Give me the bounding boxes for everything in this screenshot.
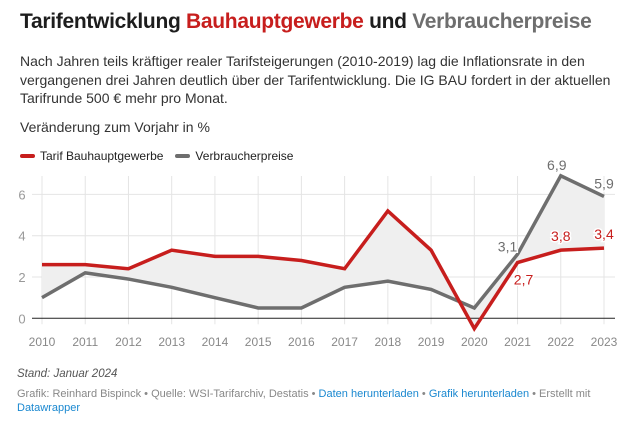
value-label: 3,1 <box>498 238 518 254</box>
chart-subtitle: Veränderung zum Vorjahr in % <box>20 119 210 135</box>
value-label: 5,9 <box>594 175 614 191</box>
x-tick-label: 2020 <box>461 335 488 349</box>
legend-swatch <box>20 154 35 158</box>
x-tick-label: 2010 <box>29 335 56 349</box>
credit-text: Grafik: Reinhard Bispinck • Quelle: WSI-… <box>17 388 319 400</box>
legend-label: Tarif Bauhauptgewerbe <box>40 149 164 163</box>
title-highlight-vpi: Verbraucherpreise <box>412 10 592 33</box>
series-line-tarif <box>42 208 605 333</box>
value-label: 3,4 <box>594 226 614 242</box>
legend: Tarif Bauhauptgewerbe Verbraucherpreise <box>20 149 293 163</box>
value-label: 3,8 <box>551 228 571 244</box>
x-tick-label: 2015 <box>245 335 272 349</box>
legend-item-vpi: Verbraucherpreise <box>175 149 293 163</box>
value-label: 6,9 <box>547 157 567 173</box>
x-tick-label: 2011 <box>72 335 98 349</box>
title-part: Tarifentwicklung <box>20 10 187 33</box>
title-part: und <box>363 10 413 33</box>
x-tick-label: 2022 <box>547 335 574 349</box>
x-tick-label: 2021 <box>504 335 531 349</box>
x-tick-label: 2019 <box>418 335 445 349</box>
x-tick-label: 2017 <box>331 335 358 349</box>
x-tick-label: 2018 <box>374 335 401 349</box>
value-label: 2,7 <box>514 272 534 288</box>
datawrapper-link[interactable]: Datawrapper <box>17 402 80 414</box>
download-graphic-link[interactable]: Grafik herunterladen <box>428 388 530 400</box>
line-chart: 0 2 4 6 2010 2011 2012 2013 2014 2015 2016 2017 2018… <box>18 155 618 349</box>
made-with-text: • Erstellt mit <box>529 388 591 400</box>
y-tick-label: 6 <box>18 187 25 202</box>
x-tick-label: 2012 <box>115 335 142 349</box>
title-highlight-tarif: Bauhauptgewerbe <box>186 10 364 33</box>
legend-swatch <box>175 154 191 158</box>
separator: • <box>418 388 429 400</box>
y-tick-label: 4 <box>18 229 25 244</box>
legend-item-tarif: Tarif Bauhauptgewerbe <box>20 149 163 163</box>
credits: Grafik: Reinhard Bispinck • Quelle: WSI-… <box>17 387 617 415</box>
legend-label: Verbraucherpreise <box>195 149 294 163</box>
x-tick-label: 2016 <box>288 335 315 349</box>
x-tick-label: 2023 <box>591 335 618 349</box>
stand-note: Stand: Januar 2024 <box>17 368 118 380</box>
chart-title: Tarifentwicklung Bauhauptgewerbe und Ver… <box>20 10 592 34</box>
x-tick-label: 2013 <box>158 335 185 349</box>
chart-description: Nach Jahren teils kräftiger realer Tarif… <box>20 53 611 106</box>
y-tick-label: 0 <box>18 311 25 326</box>
x-tick-label: 2014 <box>202 335 229 349</box>
y-tick-label: 2 <box>18 270 25 285</box>
series-line-vpi <box>41 173 605 311</box>
download-data-link[interactable]: Daten herunterladen <box>318 388 419 400</box>
